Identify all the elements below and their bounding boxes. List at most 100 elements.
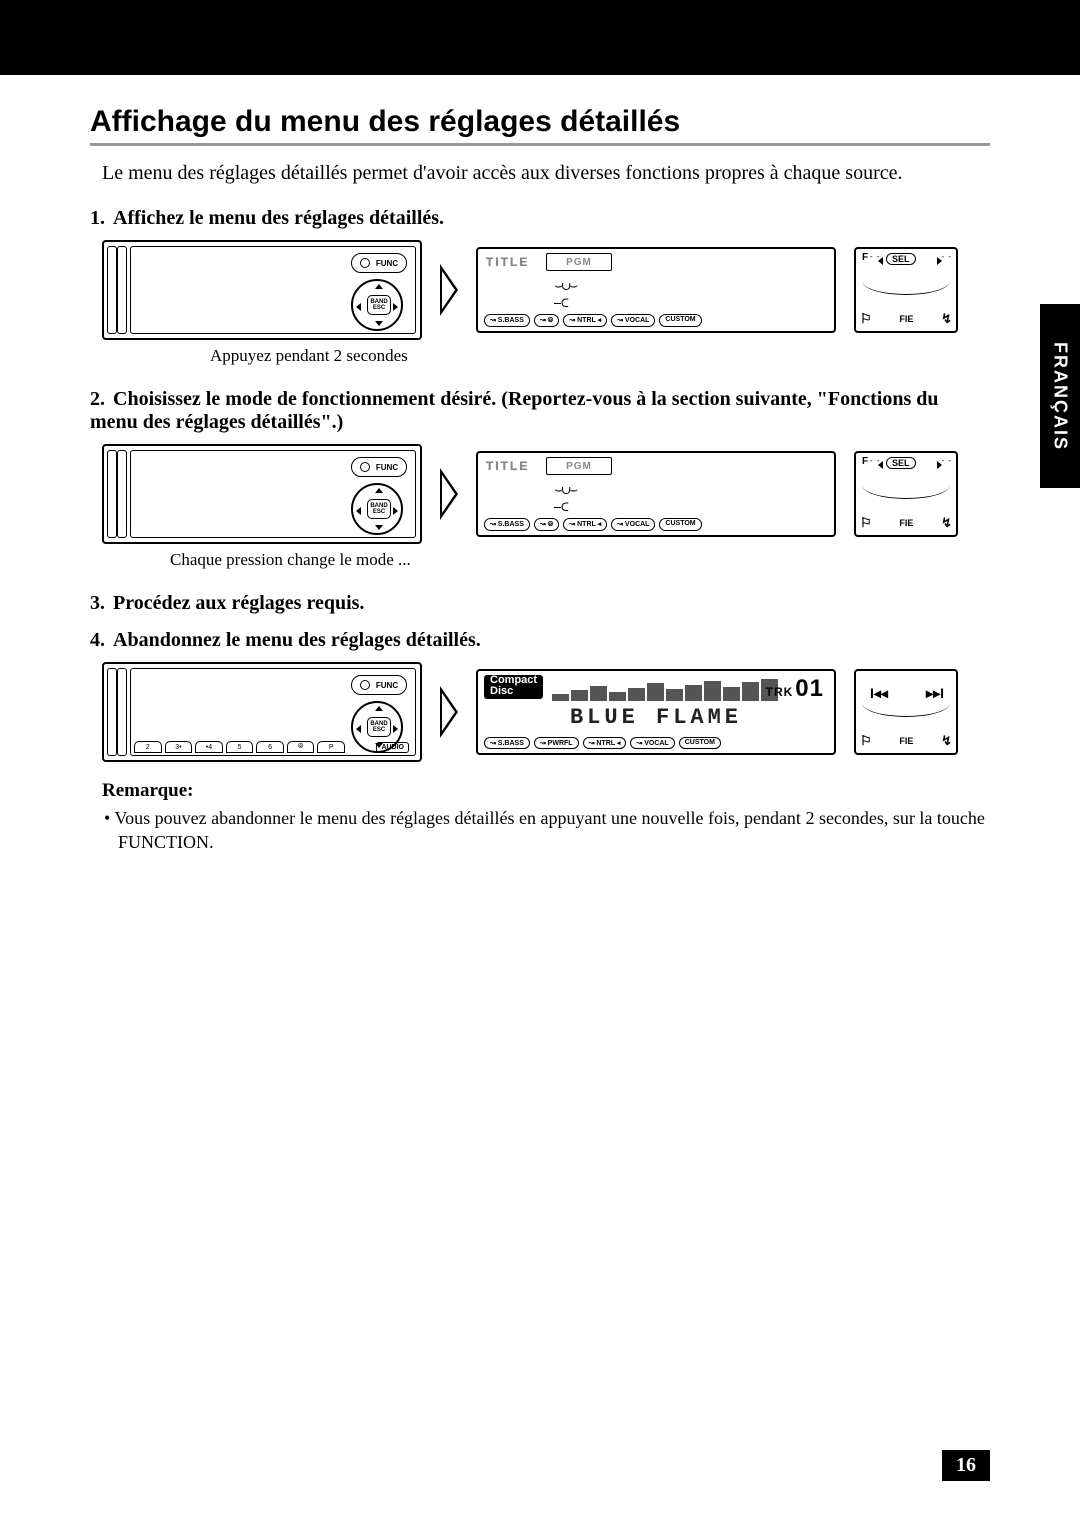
lcd-bottom-row-3: ↝ S.BASS ↝ PWRFL ↝ NTRL ◂ ↝ VOCAL CUSTOM (484, 737, 828, 749)
lcd-label-vocal: ↝ VOCAL (611, 518, 655, 531)
step-2-text: Choisissez le mode de fonctionnement dés… (90, 388, 939, 433)
preset-btn: ⦾ (287, 741, 315, 753)
lcd-title-label: TITLE (486, 255, 529, 269)
fie-label: FIE (899, 518, 913, 528)
wave-icon: ↯ (941, 515, 952, 531)
figure-row-2: FUNC BAND ESC TITLE PGM ⌣∪⌣⎯ ⊂ ↝ S.BASS … (102, 444, 990, 544)
flag-down-icon: ⚐ (860, 311, 872, 327)
right-arrow-icon (937, 257, 942, 265)
band-esc-button: BAND ESC (367, 295, 391, 315)
lcd-wave-icon: ⌣∪⌣⎯ ⊂ (554, 277, 576, 311)
step-3-heading: 3. Procédez aux réglages requis. (90, 592, 990, 615)
dpad-1: BAND ESC (351, 279, 403, 331)
step-4-heading: 4. Abandonnez le menu des réglages détail… (90, 629, 990, 652)
dash-icon: - - (941, 456, 952, 465)
compact-disc-badge: CompactDisc (484, 675, 543, 699)
lcd-display-3: CompactDisc TRK01 BLUE FLAME ↝ S.BASS ↝ … (476, 669, 836, 755)
lcd-label-sbass: ↝ S.BASS (484, 737, 530, 749)
lcd-label-ntrl: ↝ NTRL ◂ (583, 737, 627, 749)
func-button: FUNC (351, 253, 407, 273)
fie-label: FIE (899, 314, 913, 324)
func-button: FUNC (351, 675, 407, 695)
curve-icon (862, 485, 950, 499)
lcd-label-2: ↝ ⦾ (534, 518, 559, 531)
preset-btn: 6 (256, 741, 284, 753)
flag-down-icon: ⚐ (860, 733, 872, 749)
f-label: F (862, 252, 868, 263)
step-1-heading: 1. Affichez le menu des réglages détaillé… (90, 207, 990, 230)
lcd-label-vocal: ↝ VOCAL (611, 314, 655, 327)
lcd-title-label: TITLE (486, 459, 529, 473)
step-3-num: 3. (90, 592, 105, 614)
f-label: F (862, 456, 868, 467)
preset-btn: 2 (134, 741, 162, 753)
flag-down-icon: ⚐ (860, 515, 872, 531)
step-4-text: Abandonnez le menu des réglages détaillé… (113, 629, 481, 651)
control-pad-2: F - - - - SEL ⚐ FIE ↯ (854, 451, 958, 537)
control-pad-1: F - - - - SEL ⚐ FIE ↯ (854, 247, 958, 333)
lcd-label-custom: CUSTOM (659, 518, 701, 531)
preset-btn: •4 (195, 741, 223, 753)
step-2-num: 2. (90, 388, 105, 410)
lcd-label-vocal: ↝ VOCAL (630, 737, 674, 749)
now-playing-text: BLUE FLAME (478, 705, 834, 730)
lcd-label-sbass: ↝ S.BASS (484, 518, 530, 531)
lcd-label-sbass: ↝ S.BASS (484, 314, 530, 327)
curve-icon (862, 281, 950, 295)
page-content: Affichage du menu des réglages détaillés… (0, 75, 1080, 855)
wave-icon: ↯ (941, 311, 952, 327)
lcd-bottom-row-1: ↝ S.BASS ↝ ⦾ ↝ NTRL ◂ ↝ VOCAL CUSTOM (484, 314, 828, 327)
device-panel-1: FUNC BAND ESC (102, 240, 422, 340)
step-4-num: 4. (90, 629, 105, 651)
language-side-tab: FRANÇAIS (1040, 304, 1080, 488)
preset-btn: 3• (165, 741, 193, 753)
preset-button-row: 2 3• •4 5 6 ⦾ P (134, 741, 345, 753)
step-1-num: 1. (90, 207, 105, 229)
right-arrow-icon (937, 461, 942, 469)
fie-label: FIE (899, 736, 913, 746)
lcd-pgm-label: PGM (546, 457, 612, 475)
left-arrow-icon (878, 461, 883, 469)
step-1-caption: Appuyez pendant 2 secondes (210, 346, 990, 366)
prev-track-icon: I◂◂ (870, 685, 888, 702)
lcd-pgm-label: PGM (546, 253, 612, 271)
section-intro: Le menu des réglages détaillés permet d'… (102, 160, 990, 187)
wave-icon: ↯ (941, 733, 952, 749)
track-indicator: TRK01 (766, 675, 824, 703)
band-esc-button: BAND ESC (367, 717, 391, 737)
preset-btn: 5 (226, 741, 254, 753)
step-1-text: Affichez le menu des réglages détaillés. (113, 207, 444, 229)
page-number: 16 (942, 1450, 990, 1481)
figure-row-3: FUNC BAND ESC 2 3• •4 5 6 ⦾ (102, 662, 990, 762)
lcd-wave-icon: ⌣∪⌣⎯ ⊂ (554, 481, 576, 515)
next-track-icon: ▸▸I (926, 685, 944, 702)
section-title: Affichage du menu des réglages détaillés (90, 105, 990, 146)
device-panel-2: FUNC BAND ESC (102, 444, 422, 544)
dash-icon: - - (941, 252, 952, 261)
func-button: FUNC (351, 457, 407, 477)
remark-body: • Vous pouvez abandonner le menu des rég… (118, 806, 990, 855)
curve-icon (862, 703, 950, 717)
lcd-display-2: TITLE PGM ⌣∪⌣⎯ ⊂ ↝ S.BASS ↝ ⦾ ↝ NTRL ◂ ↝… (476, 451, 836, 537)
sel-button: SEL (886, 457, 916, 469)
audio-label: AUDIO (376, 742, 409, 753)
band-esc-button: BAND ESC (367, 499, 391, 519)
preset-btn: P (317, 741, 345, 753)
lcd-label-custom: CUSTOM (659, 314, 701, 327)
step-3-text: Procédez aux réglages requis. (113, 592, 364, 614)
figure-row-1: FUNC BAND ESC TITLE PGM ⌣∪⌣⎯ ⊂ ↝ S.BASS … (102, 240, 990, 340)
lcd-bottom-row-2: ↝ S.BASS ↝ ⦾ ↝ NTRL ◂ ↝ VOCAL CUSTOM (484, 518, 828, 531)
lcd-label-custom: CUSTOM (679, 737, 721, 749)
lcd-label-2: ↝ ⦾ (534, 314, 559, 327)
step-2-caption: Chaque pression change le mode ... (170, 550, 990, 570)
lcd-display-1: TITLE PGM ⌣∪⌣⎯ ⊂ ↝ S.BASS ↝ ⦾ ↝ NTRL ◂ ↝… (476, 247, 836, 333)
spectrum-icon (552, 679, 778, 701)
dpad-2: BAND ESC (351, 483, 403, 535)
lcd-label-pwrfl: ↝ PWRFL (534, 737, 579, 749)
device-panel-3: FUNC BAND ESC 2 3• •4 5 6 ⦾ (102, 662, 422, 762)
lcd-label-ntrl: ↝ NTRL ◂ (563, 314, 607, 327)
step-2-heading: 2.Choisissez le mode de fonctionnement d… (90, 388, 990, 434)
control-pad-3: I◂◂ ▸▸I ⚐ FIE ↯ (854, 669, 958, 755)
left-arrow-icon (878, 257, 883, 265)
lcd-label-ntrl: ↝ NTRL ◂ (563, 518, 607, 531)
